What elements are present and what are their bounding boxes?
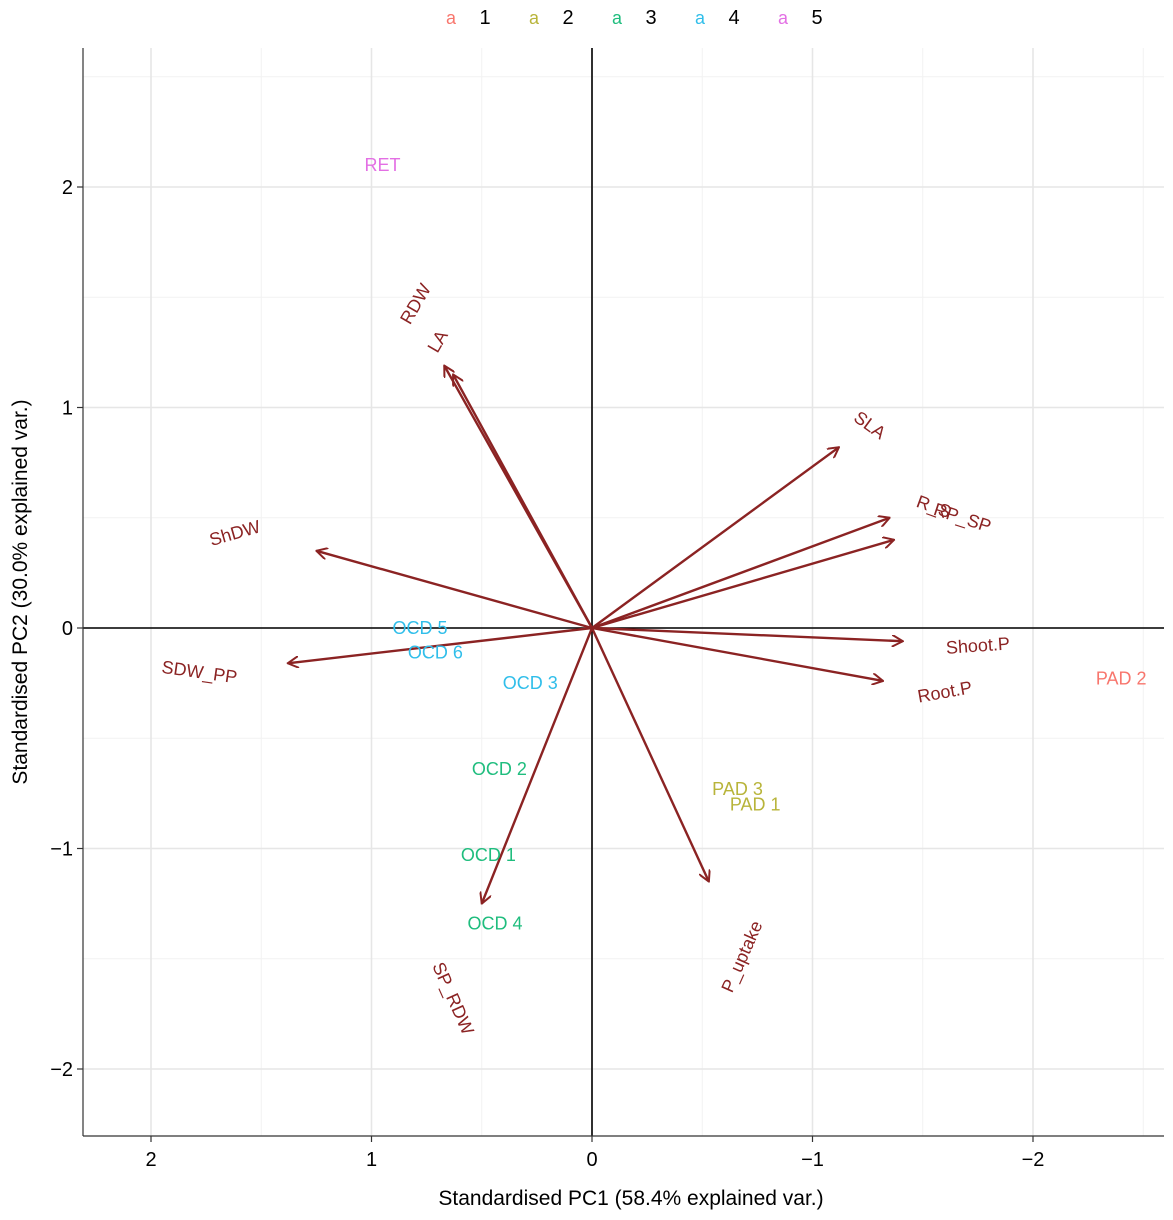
legend-entry-label: 3: [645, 7, 656, 29]
sample-label: OCD 4: [467, 913, 522, 933]
grid-major: [83, 48, 1164, 1136]
x-tick-label: 0: [586, 1149, 597, 1171]
plot-panel: [83, 48, 1164, 1136]
loading-arrow: [316, 551, 593, 630]
sample-label: RET: [365, 155, 401, 175]
y-axis-ticks: −2 −1 0 1 2: [50, 177, 83, 1081]
legend-key-glyph: a: [612, 8, 623, 28]
x-tick-label: 1: [366, 1149, 377, 1171]
sample-label: OCD 5: [393, 618, 448, 638]
loading-arrow: [591, 626, 903, 641]
legend-entry-label: 5: [811, 7, 822, 29]
loading-arrow: [288, 626, 593, 663]
legend-entry-label: 1: [479, 7, 490, 29]
sample-label: OCD 6: [408, 642, 463, 662]
legend-entry-label: 2: [562, 7, 573, 29]
loading-arrow: [590, 627, 709, 882]
loading-arrow: [591, 540, 894, 630]
legend-key-glyph: a: [529, 8, 540, 28]
legend: a 1 a 2 a 3 a 4 a 5: [446, 7, 823, 29]
sample-label: PAD 1: [730, 794, 781, 814]
loading-label: Shoot.P: [945, 633, 1010, 657]
y-tick-label: 1: [62, 398, 73, 420]
loading-arrow: [452, 374, 594, 629]
x-axis-ticks: 2 1 0 −1 −2: [145, 1136, 1044, 1171]
y-tick-label: 2: [62, 177, 73, 199]
x-tick-label: −2: [1022, 1149, 1045, 1171]
sample-label: OCD 1: [461, 845, 516, 865]
y-tick-label: −2: [50, 1059, 73, 1081]
loading-arrow: [591, 626, 883, 681]
y-tick-label: 0: [62, 618, 73, 640]
zero-lines: [83, 48, 1164, 1136]
sample-label: OCD 2: [472, 759, 527, 779]
y-tick-label: −1: [50, 839, 73, 861]
legend-entry-label: 4: [728, 7, 739, 29]
loading-arrow: [482, 627, 594, 904]
sample-labels: OCD 4 OCD 1 OCD 2 OCD 3 OCD 6 OCD 5 PAD 2 PAD 3…: [365, 155, 1147, 934]
legend-key-glyph: a: [778, 8, 789, 28]
loading-arrows: [288, 366, 903, 904]
legend-key-glyph: a: [446, 8, 457, 28]
sample-label: PAD 3: [712, 779, 763, 799]
x-tick-label: −1: [801, 1149, 824, 1171]
x-axis-title: Standardised PC1 (58.4% explained var.): [438, 1187, 823, 1210]
sample-label: PAD 2: [1096, 669, 1147, 689]
sample-label: OCD 3: [503, 673, 558, 693]
y-axis-title: Standardised PC2 (30.0% explained var.): [9, 399, 32, 784]
loading-arrow: [591, 518, 890, 630]
loading-arrow: [591, 447, 839, 629]
legend-key-glyph: a: [695, 8, 706, 28]
grid-minor: [83, 48, 1164, 1136]
x-tick-label: 2: [145, 1149, 156, 1171]
